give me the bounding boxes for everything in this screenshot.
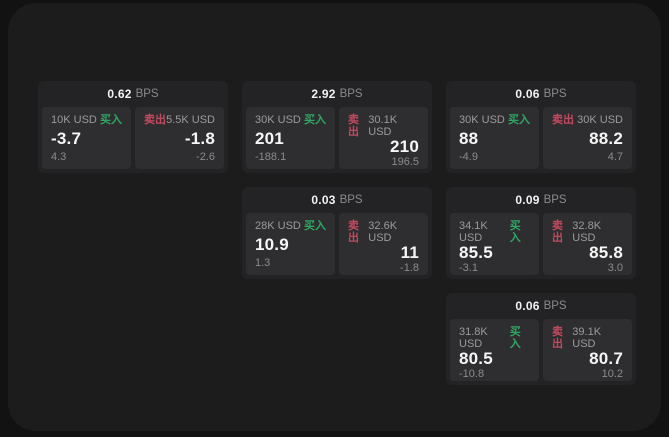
buy-change: -3.1 bbox=[459, 262, 478, 274]
quote-card: 0.06 BPS 30K USD 买入 88 -4.9 卖出 30K USD 8… bbox=[446, 81, 636, 173]
quote-body: 34.1K USD 买入 85.5 -3.1 卖出 32.8K USD 85.8… bbox=[446, 213, 636, 279]
buy-amount: 28K USD bbox=[255, 220, 301, 232]
spread-bps-unit: BPS bbox=[339, 194, 363, 206]
sell-price: 85.8 bbox=[589, 243, 623, 262]
buy-amount: 30K USD bbox=[459, 114, 505, 126]
spread-bps-unit: BPS bbox=[339, 88, 363, 100]
quote-card: 0.09 BPS 34.1K USD 买入 85.5 -3.1 卖出 32.8K… bbox=[446, 187, 636, 279]
buy-amount: 31.8K USD bbox=[459, 326, 488, 350]
spread-header: 2.92 BPS bbox=[242, 81, 432, 107]
spread-bps-unit: BPS bbox=[135, 88, 159, 100]
buy-label: 买入 bbox=[100, 114, 122, 126]
quote-body: 30K USD 买入 88 -4.9 卖出 30K USD 88.2 4.7 bbox=[446, 107, 636, 173]
quote-body: 31.8K USD 买入 80.5 -10.8 卖出 39.1K USD 80.… bbox=[446, 319, 636, 385]
quote-body: 30K USD 买入 201 -188.1 卖出 30.1K USD 210 1… bbox=[242, 107, 432, 173]
sell-amount: 32.6K USD bbox=[368, 220, 398, 244]
buy-change: 4.3 bbox=[51, 151, 67, 163]
quote-body: 10K USD 买入 -3.7 4.3 卖出 5.5K USD -1.8 -2.… bbox=[38, 107, 228, 173]
buy-label: 买入 bbox=[304, 220, 326, 232]
buy-amount: 34.1K USD bbox=[459, 220, 488, 244]
sell-label: 卖出 bbox=[144, 114, 166, 126]
buy-change: 1.3 bbox=[255, 257, 271, 269]
sell-change: -1.8 bbox=[400, 262, 419, 274]
spread-bps-value: 2.92 bbox=[311, 87, 336, 101]
quote-card: 0.03 BPS 28K USD 买入 10.9 1.3 卖出 32.6K US… bbox=[242, 187, 432, 279]
quote-card: 0.06 BPS 31.8K USD 买入 80.5 -10.8 卖出 39.1… bbox=[446, 293, 636, 385]
spread-header: 0.03 BPS bbox=[242, 187, 432, 213]
sell-panel[interactable]: 卖出 30.1K USD 210 196.5 bbox=[339, 107, 428, 169]
buy-panel[interactable]: 30K USD 买入 201 -188.1 bbox=[246, 107, 335, 169]
buy-label: 买入 bbox=[509, 220, 521, 244]
buy-change: -4.9 bbox=[459, 151, 478, 163]
sell-label: 卖出 bbox=[348, 220, 359, 244]
buy-label: 买入 bbox=[509, 326, 521, 350]
buy-price: -3.7 bbox=[51, 128, 82, 148]
sell-price: 88.2 bbox=[589, 128, 623, 148]
spread-header: 0.62 BPS bbox=[38, 81, 228, 107]
buy-price: 88 bbox=[459, 128, 479, 148]
quote-card: 0.62 BPS 10K USD 买入 -3.7 4.3 卖出 5.5K USD… bbox=[38, 81, 228, 173]
sell-label: 卖出 bbox=[552, 326, 563, 350]
sell-panel[interactable]: 卖出 39.1K USD 80.7 10.2 bbox=[543, 319, 632, 381]
sell-label: 卖出 bbox=[552, 220, 563, 244]
spread-bps-value: 0.62 bbox=[107, 87, 132, 101]
quote-body: 28K USD 买入 10.9 1.3 卖出 32.6K USD 11 -1.8 bbox=[242, 213, 432, 279]
spread-header: 0.06 BPS bbox=[446, 293, 636, 319]
sell-price: 11 bbox=[400, 243, 419, 262]
buy-amount: 10K USD bbox=[51, 114, 97, 126]
buy-panel[interactable]: 10K USD 买入 -3.7 4.3 bbox=[42, 107, 131, 169]
spread-bps-unit: BPS bbox=[543, 194, 567, 206]
quote-card: 2.92 BPS 30K USD 买入 201 -188.1 卖出 30.1K … bbox=[242, 81, 432, 173]
sell-panel[interactable]: 卖出 5.5K USD -1.8 -2.6 bbox=[135, 107, 224, 169]
sell-change: 10.2 bbox=[601, 368, 623, 380]
buy-change: -10.8 bbox=[459, 368, 485, 380]
buy-price: 10.9 bbox=[255, 234, 289, 254]
sell-price: 210 bbox=[390, 137, 419, 156]
sell-panel[interactable]: 卖出 32.8K USD 85.8 3.0 bbox=[543, 213, 632, 275]
buy-panel[interactable]: 30K USD 买入 88 -4.9 bbox=[450, 107, 539, 169]
buy-panel[interactable]: 34.1K USD 买入 85.5 -3.1 bbox=[450, 213, 539, 275]
sell-amount: 32.8K USD bbox=[572, 220, 602, 244]
buy-panel[interactable]: 31.8K USD 买入 80.5 -10.8 bbox=[450, 319, 539, 381]
sell-change: 196.5 bbox=[391, 156, 419, 168]
spread-bps-value: 0.06 bbox=[515, 299, 540, 313]
sell-amount: 30K USD bbox=[577, 114, 623, 126]
sell-panel[interactable]: 卖出 32.6K USD 11 -1.8 bbox=[339, 213, 428, 275]
sell-label: 卖出 bbox=[552, 114, 574, 126]
sell-amount: 5.5K USD bbox=[166, 114, 215, 126]
buy-price: 201 bbox=[255, 128, 284, 148]
spread-bps-unit: BPS bbox=[543, 300, 567, 312]
spread-bps-value: 0.03 bbox=[311, 193, 336, 207]
sell-price: 80.7 bbox=[589, 349, 623, 368]
app-window: 0.62 BPS 10K USD 买入 -3.7 4.3 卖出 5.5K USD… bbox=[8, 3, 661, 431]
sell-panel[interactable]: 卖出 30K USD 88.2 4.7 bbox=[543, 107, 632, 169]
buy-price: 85.5 bbox=[459, 243, 493, 262]
buy-label: 买入 bbox=[304, 114, 326, 126]
buy-price: 80.5 bbox=[459, 349, 493, 368]
spread-header: 0.06 BPS bbox=[446, 81, 636, 107]
spread-header: 0.09 BPS bbox=[446, 187, 636, 213]
sell-change: 4.7 bbox=[607, 151, 623, 163]
buy-change: -188.1 bbox=[255, 151, 287, 163]
buy-label: 买入 bbox=[508, 114, 530, 126]
sell-amount: 30.1K USD bbox=[368, 114, 398, 138]
spread-bps-value: 0.09 bbox=[515, 193, 540, 207]
spread-bps-value: 0.06 bbox=[515, 87, 540, 101]
sell-amount: 39.1K USD bbox=[572, 326, 602, 350]
buy-amount: 30K USD bbox=[255, 114, 301, 126]
buy-panel[interactable]: 28K USD 买入 10.9 1.3 bbox=[246, 213, 335, 275]
sell-change: -2.6 bbox=[196, 151, 215, 163]
sell-price: -1.8 bbox=[184, 128, 215, 148]
sell-label: 卖出 bbox=[348, 114, 359, 138]
sell-change: 3.0 bbox=[607, 262, 623, 274]
spread-bps-unit: BPS bbox=[543, 88, 567, 100]
